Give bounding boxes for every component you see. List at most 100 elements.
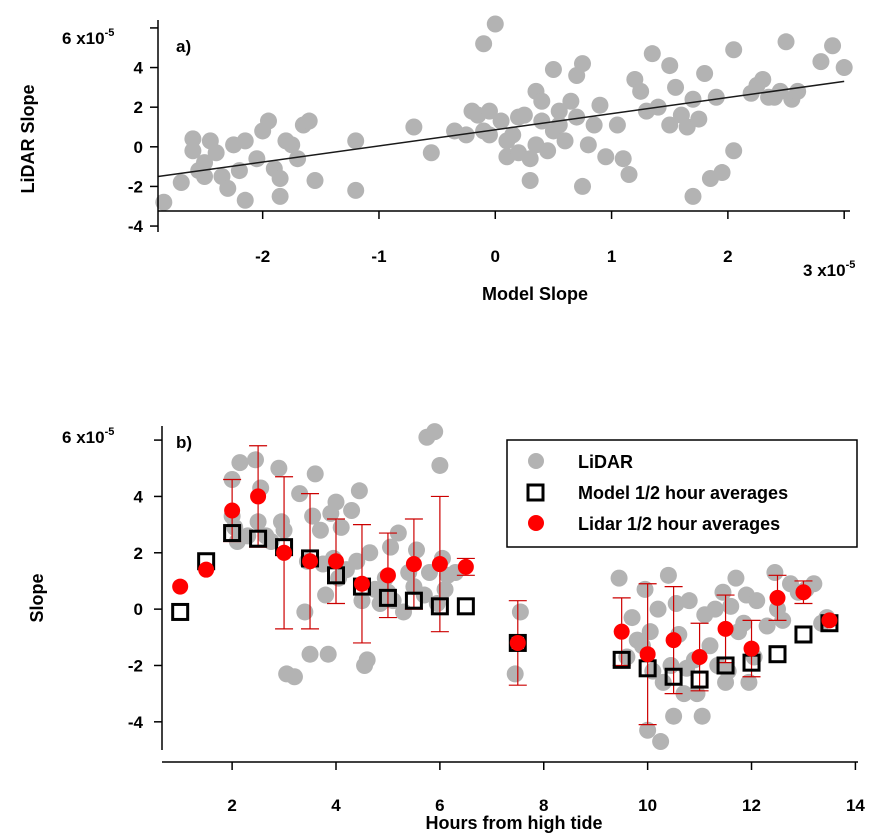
lidar-point xyxy=(285,668,303,686)
model-average-marker xyxy=(690,670,709,689)
lidar-point xyxy=(296,603,314,621)
y-tick-label: 2 xyxy=(134,98,143,117)
lidar-point xyxy=(735,614,753,632)
lidar-point xyxy=(405,118,423,136)
panel-b-y-exp-power: -5 xyxy=(105,426,115,438)
lidar-point xyxy=(361,544,379,562)
lidar-average-marker xyxy=(302,553,319,570)
lidar-point xyxy=(184,130,202,148)
lidar-point xyxy=(620,166,638,184)
lidar-point xyxy=(707,88,725,106)
lidar-point xyxy=(777,33,795,51)
lidar-average-marker xyxy=(457,558,474,575)
panel-a-fit-line xyxy=(157,80,845,178)
lidar-point xyxy=(343,502,361,520)
y-tick-label: -4 xyxy=(128,217,144,236)
lidar-point xyxy=(574,55,592,73)
panel-a-x-exp-base: 3 xyxy=(803,261,817,280)
y-tick-label: -2 xyxy=(128,177,143,196)
lidar-point xyxy=(544,61,562,79)
lidar-average-marker xyxy=(769,589,786,606)
lidar-point xyxy=(219,179,237,197)
x-tick-label: 1 xyxy=(607,247,616,266)
lidar-average-marker xyxy=(821,612,838,629)
lidar-point xyxy=(196,168,214,186)
legend-label-lidar-avg: Lidar 1/2 hour averages xyxy=(578,514,780,534)
lidar-point xyxy=(667,78,685,96)
model-average-marker xyxy=(404,591,423,610)
x-tick-label: 10 xyxy=(638,796,657,815)
lidar-average-marker xyxy=(743,640,760,657)
lidar-average-marker xyxy=(665,632,682,649)
lidar-point xyxy=(727,569,745,587)
legend-marker-lidar xyxy=(528,453,544,469)
lidar-point xyxy=(701,637,719,655)
lidar-point xyxy=(714,583,732,601)
lidar-point xyxy=(506,665,524,683)
lidar-point xyxy=(300,112,318,130)
panel-b-label: b) xyxy=(176,433,192,452)
lidar-point xyxy=(327,493,345,511)
lidar-point xyxy=(291,485,309,503)
lidar-point xyxy=(289,150,307,168)
model-average-marker xyxy=(171,602,190,621)
panel-a-points xyxy=(155,15,853,211)
lidar-point xyxy=(623,609,641,627)
panel-a-x-exp-power: -5 xyxy=(846,259,856,271)
lidar-point xyxy=(812,53,830,71)
model-average-marker xyxy=(612,650,631,669)
legend-label-model: Model 1/2 hour averages xyxy=(578,483,788,503)
lidar-point xyxy=(665,707,683,725)
lidar-point xyxy=(521,171,539,189)
lidar-point xyxy=(304,507,322,525)
panel-b-y-exp-label: x10 xyxy=(76,428,104,447)
x-tick-label: 2 xyxy=(723,247,732,266)
legend-box xyxy=(506,439,858,548)
lidar-point xyxy=(317,586,335,604)
lidar-point xyxy=(632,82,650,100)
model-average-marker xyxy=(378,588,397,607)
lidar-point xyxy=(636,580,654,598)
lidar-average-marker xyxy=(613,623,630,640)
lidar-point xyxy=(652,733,670,751)
lidar-point xyxy=(389,524,407,542)
lidar-point xyxy=(824,37,842,55)
lidar-point xyxy=(748,592,766,610)
lidar-point xyxy=(311,521,329,539)
model-average-marker xyxy=(768,645,787,664)
panel-a-x-axis-label: Model Slope xyxy=(482,284,588,304)
lidar-point xyxy=(725,41,743,59)
model-average-marker xyxy=(249,529,268,548)
lidar-point xyxy=(486,15,504,33)
x-tick-label: -1 xyxy=(371,247,386,266)
lidar-point xyxy=(236,132,254,150)
lidar-point xyxy=(579,136,597,154)
lidar-point xyxy=(585,116,603,134)
lidar-point xyxy=(347,132,365,150)
panel-b-x-ticks: 2 4 6 8 10 12 14 xyxy=(227,762,865,815)
y-tick-label: 0 xyxy=(134,600,143,619)
lidar-point xyxy=(574,177,592,195)
lidar-point xyxy=(688,685,706,703)
lidar-point xyxy=(408,541,426,559)
lidar-point xyxy=(608,116,626,134)
panel-b-lidar-averages xyxy=(172,488,838,666)
lidar-point xyxy=(521,150,539,168)
lidar-point xyxy=(533,92,551,110)
y-tick-label: -2 xyxy=(128,656,143,675)
x-tick-label: 6 xyxy=(435,796,444,815)
lidar-point xyxy=(511,603,529,621)
lidar-point xyxy=(740,673,758,691)
lidar-point xyxy=(654,673,672,691)
lidar-average-marker xyxy=(405,556,422,573)
lidar-point xyxy=(155,193,173,211)
legend-label-lidar: LiDAR xyxy=(578,452,633,472)
lidar-average-marker xyxy=(250,488,267,505)
lidar-point xyxy=(504,126,522,144)
lidar-average-marker xyxy=(328,553,344,570)
lidar-point xyxy=(696,64,714,82)
panel-a-x-exponent: 3 x10-5 xyxy=(803,259,855,280)
lidar-point xyxy=(492,112,510,130)
lidar-point xyxy=(713,164,731,182)
